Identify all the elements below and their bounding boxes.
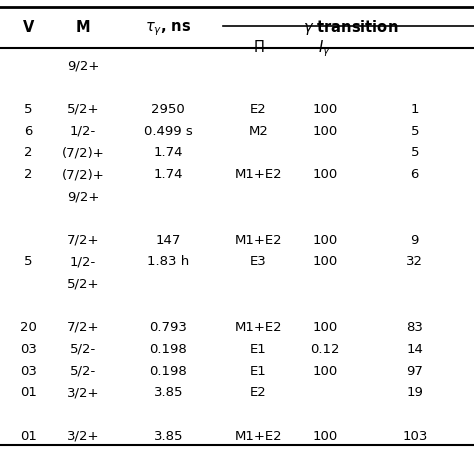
Text: 0.198: 0.198 [149,365,187,377]
Text: 20: 20 [20,321,37,334]
Text: 19: 19 [406,386,423,399]
Text: 1.83 h: 1.83 h [147,255,190,268]
Text: 0.12: 0.12 [310,343,339,356]
Text: 1: 1 [410,103,419,116]
Text: 3.85: 3.85 [154,386,183,399]
Text: 2: 2 [24,168,33,181]
Text: 3/2+: 3/2+ [67,386,99,399]
Text: 9/2+: 9/2+ [67,190,99,203]
Text: 100: 100 [312,321,337,334]
Text: M1+E2: M1+E2 [235,430,282,443]
Text: (7/2)+: (7/2)+ [62,168,104,181]
Text: 5/2+: 5/2+ [67,103,99,116]
Text: 100: 100 [312,168,337,181]
Text: M1+E2: M1+E2 [235,168,282,181]
Text: 0.499 s: 0.499 s [144,125,192,137]
Text: 97: 97 [406,365,423,377]
Text: 5/2-: 5/2- [70,343,96,356]
Text: 100: 100 [312,365,337,377]
Text: 9: 9 [410,234,419,246]
Text: 3.85: 3.85 [154,430,183,443]
Text: V: V [23,20,34,35]
Text: E1: E1 [250,343,267,356]
Text: 5/2+: 5/2+ [67,277,99,290]
Text: 32: 32 [406,255,423,268]
Text: 03: 03 [20,343,37,356]
Text: 100: 100 [312,430,337,443]
Text: E3: E3 [250,255,267,268]
Text: M1+E2: M1+E2 [235,321,282,334]
Text: 5/2-: 5/2- [70,365,96,377]
Text: 103: 103 [402,430,428,443]
Text: 5: 5 [24,103,33,116]
Text: 2950: 2950 [151,103,185,116]
Text: $\gamma$ transition: $\gamma$ transition [303,18,399,36]
Text: 100: 100 [312,103,337,116]
Text: (7/2)+: (7/2)+ [62,146,104,159]
Text: 83: 83 [406,321,423,334]
Text: 1.74: 1.74 [154,168,183,181]
Text: 5: 5 [24,255,33,268]
Text: 6: 6 [24,125,33,137]
Text: 1/2-: 1/2- [70,125,96,137]
Text: 0.198: 0.198 [149,343,187,356]
Text: 147: 147 [155,234,181,246]
Text: 01: 01 [20,430,37,443]
Text: M2: M2 [248,125,268,137]
Text: 1/2-: 1/2- [70,255,96,268]
Text: 100: 100 [312,125,337,137]
Text: 5: 5 [410,146,419,159]
Text: 6: 6 [410,168,419,181]
Text: E1: E1 [250,365,267,377]
Text: 01: 01 [20,386,37,399]
Text: $I_{\gamma}$: $I_{\gamma}$ [318,39,331,59]
Text: M: M [76,20,90,35]
Text: 9/2+: 9/2+ [67,59,99,72]
Text: 7/2+: 7/2+ [67,321,99,334]
Text: 5: 5 [410,125,419,137]
Text: 0.793: 0.793 [149,321,187,334]
Text: 7/2+: 7/2+ [67,234,99,246]
Text: $\tau_{\gamma}$, ns: $\tau_{\gamma}$, ns [145,20,191,37]
Text: M1+E2: M1+E2 [235,234,282,246]
Text: 100: 100 [312,234,337,246]
Text: 100: 100 [312,255,337,268]
Text: 1.74: 1.74 [154,146,183,159]
Text: 3/2+: 3/2+ [67,430,99,443]
Text: 14: 14 [406,343,423,356]
Text: $\Pi$: $\Pi$ [253,39,264,55]
Text: E2: E2 [250,103,267,116]
Text: 03: 03 [20,365,37,377]
Text: E2: E2 [250,386,267,399]
Text: 2: 2 [24,146,33,159]
